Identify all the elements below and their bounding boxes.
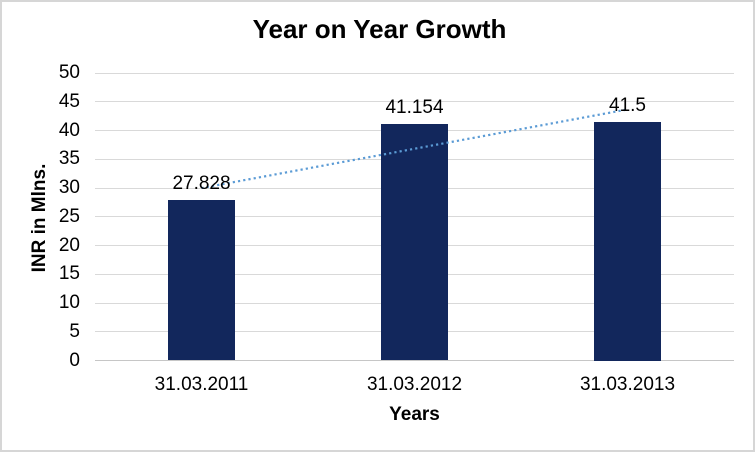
bar-data-label: 27.828: [172, 173, 231, 195]
y-tick-label: 0: [69, 349, 80, 371]
x-axis-line: [95, 360, 734, 361]
y-tick-label: 10: [58, 292, 80, 313]
y-tick-label: 15: [58, 263, 80, 285]
bar-data-label: 41.154: [385, 96, 444, 118]
bar: [381, 123, 448, 361]
x-tick-label: 31.03.2011: [154, 373, 249, 395]
gridline: [95, 72, 734, 74]
x-tick-label: 31.03.2012: [366, 373, 463, 395]
bar: [168, 200, 235, 361]
y-tick-label: 50: [58, 62, 80, 83]
y-tick-label: 35: [58, 148, 80, 170]
chart-title: Year on Year Growth: [252, 14, 507, 44]
y-tick-label: 25: [58, 205, 80, 227]
x-axis-title: Years: [389, 404, 440, 425]
y-tick-label: 30: [58, 177, 80, 198]
bar: [594, 121, 661, 361]
y-tick-label: 40: [58, 119, 80, 141]
y-tick-label: 5: [69, 320, 80, 342]
y-tick-label: 20: [58, 234, 80, 256]
linear-trendline: [201, 108, 628, 190]
y-tick-label: 45: [58, 90, 80, 112]
bar-data-label: 41.5: [609, 94, 646, 116]
x-tick-label: 31.03.2013: [579, 373, 676, 395]
gridline: [95, 101, 734, 103]
